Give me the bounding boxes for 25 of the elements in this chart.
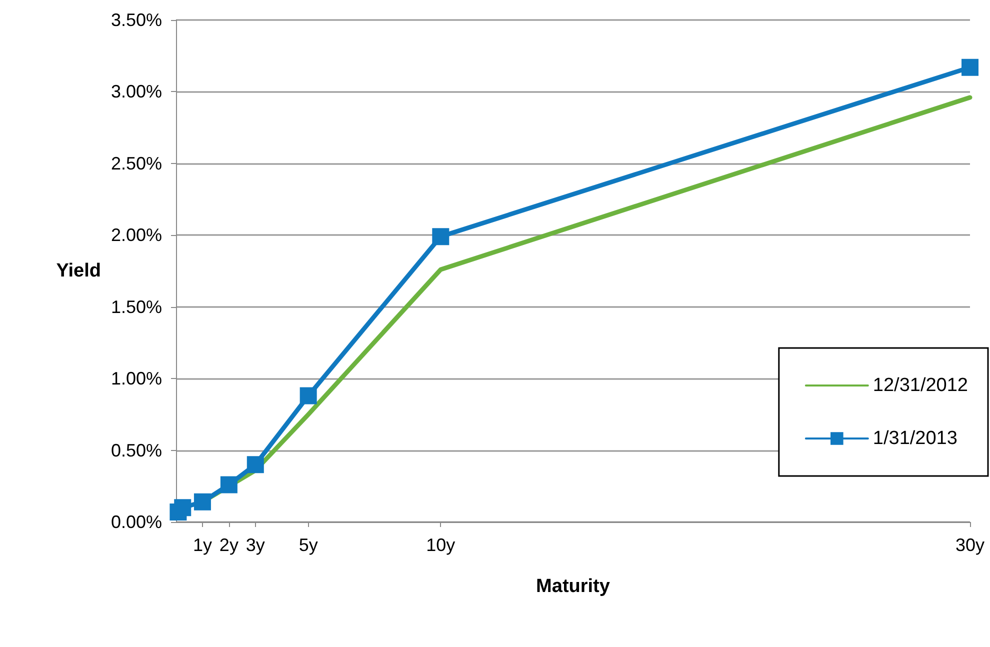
x-tick-label: 30y [955, 535, 985, 555]
x-axis-title: Maturity [536, 576, 610, 597]
point [220, 476, 238, 494]
x-tick-label: 2y [219, 535, 238, 555]
y-tick-label: 1.00% [110, 368, 162, 389]
legend-label: 1/31/2013 [872, 428, 958, 449]
y-tick-label: 3.50% [110, 10, 162, 30]
point [194, 493, 211, 510]
y-tick-label: 0.50% [110, 440, 162, 460]
x-tick-label: 1y [192, 535, 212, 555]
y-tick-label: 0.00% [110, 512, 162, 532]
point [246, 456, 264, 474]
y-axis-title: Yield [56, 260, 101, 282]
x-tick-label: 3y [246, 535, 265, 555]
x-tick-label: 10y [426, 535, 456, 555]
y-tick-label: 2.00% [110, 225, 162, 246]
x-tick-label: 5y [298, 535, 318, 555]
y-tick-label: 1.50% [110, 296, 162, 317]
y-tick-label: 3.00% [110, 82, 162, 102]
point [174, 499, 192, 516]
point [432, 228, 450, 246]
y-tick-label: 2.50% [110, 153, 162, 174]
point [962, 58, 978, 76]
point [300, 387, 317, 404]
legend-label: 12/31/2012 [872, 375, 968, 396]
